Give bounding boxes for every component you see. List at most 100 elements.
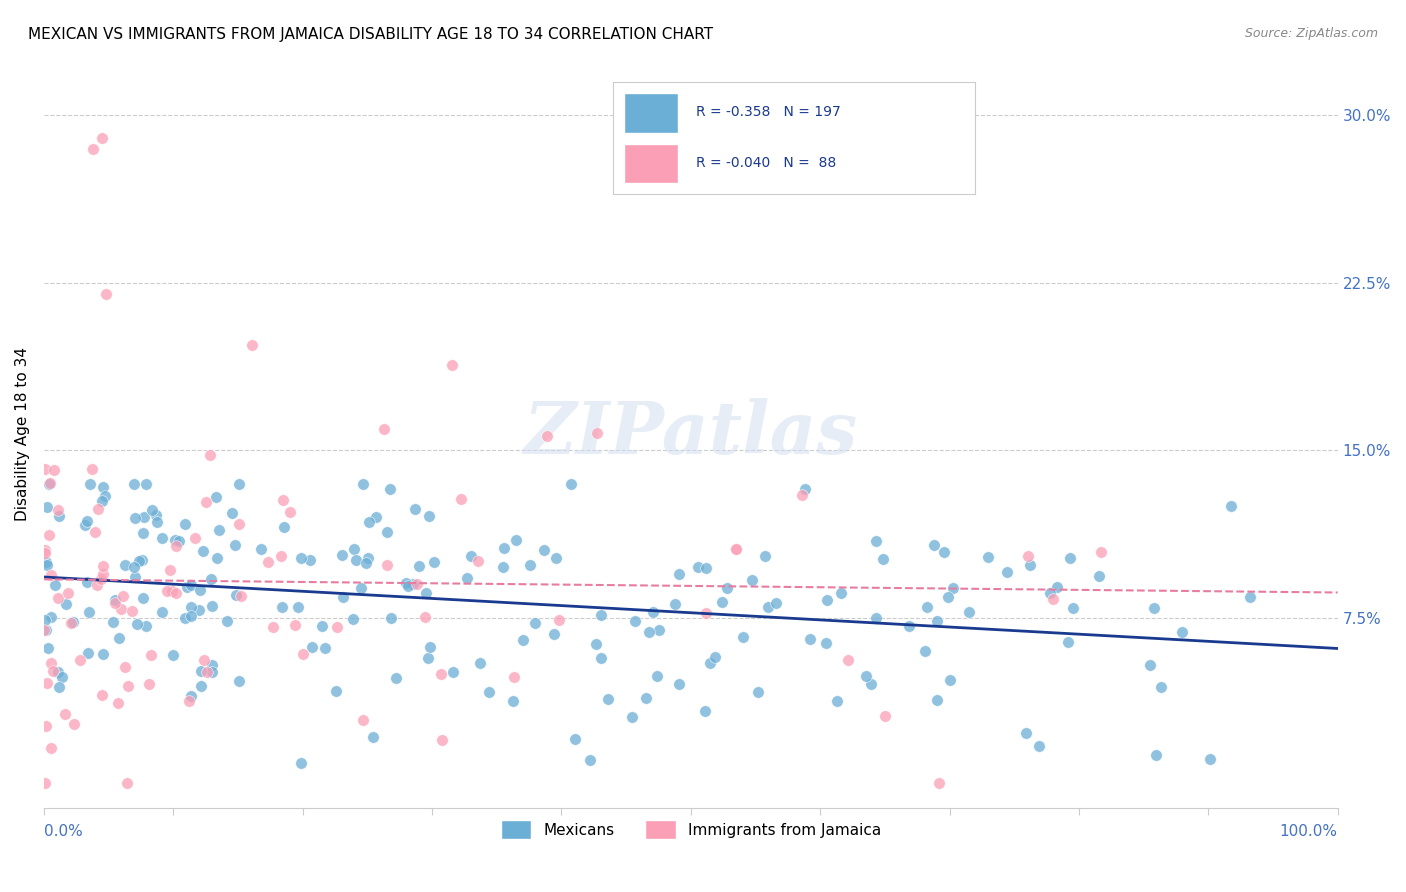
Point <box>1170 624 1192 639</box>
Point <box>1039 585 1062 599</box>
Point <box>560 477 582 491</box>
Point <box>291 648 314 662</box>
Point <box>262 620 284 634</box>
Point <box>201 658 224 673</box>
Point <box>132 526 155 541</box>
Point <box>928 776 950 790</box>
Point <box>35 676 58 690</box>
Point <box>441 665 464 679</box>
Point <box>194 495 217 509</box>
Point <box>44 463 66 477</box>
Point <box>415 586 437 600</box>
Point <box>39 741 62 756</box>
Point <box>159 564 181 578</box>
Point <box>257 555 280 569</box>
Point <box>240 338 263 352</box>
Point <box>228 673 250 688</box>
Point <box>799 632 821 646</box>
Point <box>1239 591 1261 605</box>
Point <box>301 640 323 655</box>
Point <box>87 502 110 516</box>
Point <box>533 543 555 558</box>
Point <box>187 603 209 617</box>
Point <box>273 520 295 534</box>
Point <box>364 510 387 524</box>
Point <box>90 494 112 508</box>
Point <box>162 648 184 662</box>
Point <box>373 422 395 436</box>
Point <box>586 425 609 440</box>
Point <box>375 525 398 540</box>
Point <box>77 605 100 619</box>
Point <box>710 595 733 609</box>
Point <box>395 575 418 590</box>
Point <box>91 566 114 581</box>
Point <box>440 359 463 373</box>
Point <box>1198 752 1220 766</box>
Point <box>94 287 117 301</box>
Point <box>668 677 690 691</box>
Point <box>228 516 250 531</box>
Point <box>283 618 305 632</box>
Text: MEXICAN VS IMMIGRANTS FROM JAMAICA DISABILITY AGE 18 TO 34 CORRELATION CHART: MEXICAN VS IMMIGRANTS FROM JAMAICA DISAB… <box>28 27 713 42</box>
Point <box>46 665 69 679</box>
Point <box>375 558 398 572</box>
Point <box>503 669 526 683</box>
Point <box>936 590 959 604</box>
Point <box>922 538 945 552</box>
Point <box>191 544 214 558</box>
Point <box>699 656 721 670</box>
Point <box>897 618 920 632</box>
Point <box>190 583 212 598</box>
Point <box>58 586 80 600</box>
Point <box>354 556 377 570</box>
Point <box>648 624 671 638</box>
Point <box>314 640 336 655</box>
Point <box>101 615 124 629</box>
Point <box>342 612 364 626</box>
Point <box>872 551 894 566</box>
Point <box>35 719 58 733</box>
Point <box>39 656 62 670</box>
Point <box>405 577 427 591</box>
Point <box>416 651 439 665</box>
Point <box>825 693 848 707</box>
Point <box>332 590 354 604</box>
Point <box>855 669 877 683</box>
Point <box>176 580 198 594</box>
Point <box>330 548 353 562</box>
Point <box>636 691 658 706</box>
Point <box>380 611 402 625</box>
Point <box>1146 747 1168 762</box>
Point <box>76 514 98 528</box>
Point <box>48 680 70 694</box>
Point <box>543 627 565 641</box>
Point <box>326 620 349 634</box>
Point <box>48 509 70 524</box>
Point <box>173 611 195 625</box>
Text: ZIPatlas: ZIPatlas <box>523 398 858 469</box>
Point <box>200 572 222 586</box>
Point <box>179 694 201 708</box>
Point <box>76 575 98 590</box>
Point <box>44 578 66 592</box>
Point <box>108 632 131 646</box>
Point <box>925 614 948 628</box>
Point <box>725 541 748 556</box>
Point <box>830 586 852 600</box>
Point <box>165 533 187 547</box>
Point <box>290 756 312 770</box>
Point <box>198 448 221 462</box>
Point <box>401 577 423 591</box>
Point <box>548 613 571 627</box>
Point <box>250 542 273 557</box>
Point <box>477 685 499 699</box>
Point <box>69 653 91 667</box>
Point <box>1059 551 1081 566</box>
Point <box>1019 558 1042 573</box>
Point <box>693 704 716 718</box>
Point <box>343 542 366 557</box>
Point <box>91 480 114 494</box>
Point <box>1143 601 1166 615</box>
Point <box>925 693 948 707</box>
